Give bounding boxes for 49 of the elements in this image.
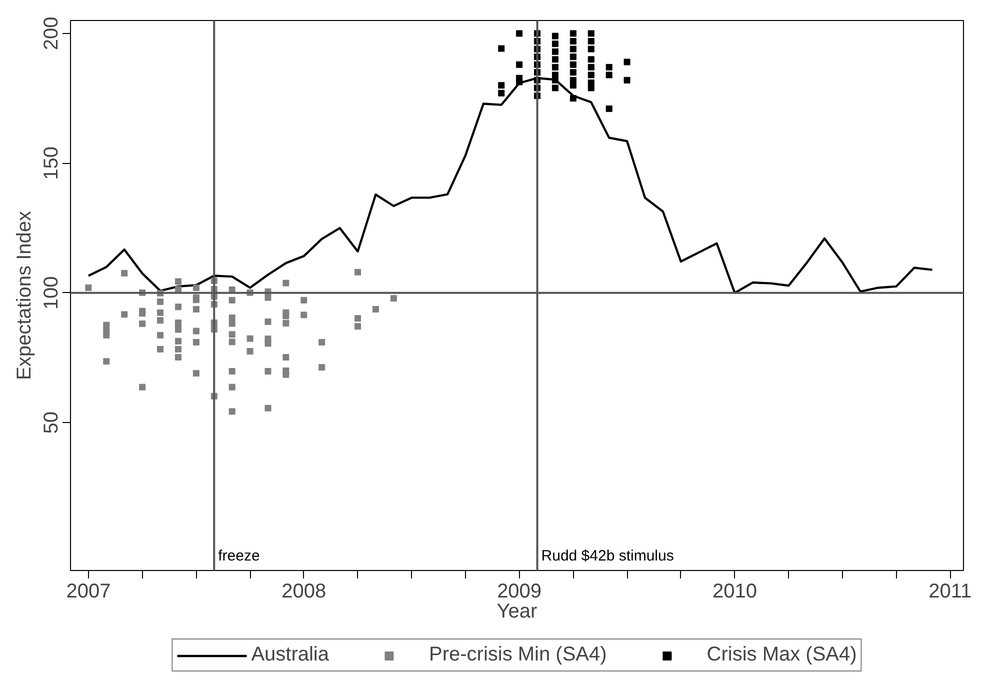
point xyxy=(552,84,558,92)
point xyxy=(624,76,630,84)
point xyxy=(552,48,558,55)
point xyxy=(588,30,594,37)
point xyxy=(552,64,558,70)
y-tick-label: 200 xyxy=(40,16,62,50)
point xyxy=(498,90,505,96)
point xyxy=(570,69,576,76)
point xyxy=(498,82,505,89)
x-axis-title: Year xyxy=(496,600,538,622)
x-tick-label: 2007 xyxy=(66,580,111,602)
point xyxy=(588,72,594,78)
point xyxy=(552,32,558,40)
point xyxy=(516,61,523,68)
point xyxy=(570,46,576,52)
x-tick-label: 2011 xyxy=(928,580,972,602)
point xyxy=(570,30,576,37)
point xyxy=(588,84,594,92)
point xyxy=(588,56,594,63)
point xyxy=(570,82,576,89)
point xyxy=(516,30,523,37)
point xyxy=(588,46,594,52)
point xyxy=(606,72,612,78)
point xyxy=(552,40,558,48)
ref-line-label: freeze xyxy=(218,548,260,564)
point xyxy=(552,56,558,63)
y-tick-label: 100 xyxy=(40,276,62,310)
point xyxy=(498,45,505,52)
point xyxy=(606,64,612,70)
point xyxy=(570,95,576,102)
point xyxy=(588,64,594,70)
point xyxy=(570,38,576,45)
point xyxy=(624,58,630,66)
legend-label: Australia xyxy=(251,644,329,666)
x-tick-label: 2008 xyxy=(282,580,326,602)
legend-label: Pre-crisis Min (SA4) xyxy=(429,644,607,666)
y-tick-label: 150 xyxy=(40,146,62,180)
x-tick-label: 2009 xyxy=(497,580,542,602)
legend-label: Crisis Max (SA4) xyxy=(706,644,857,666)
point xyxy=(606,105,612,112)
x-tick-label: 2010 xyxy=(712,580,757,602)
point xyxy=(570,54,576,60)
y-axis-title: Expectations Index xyxy=(14,210,36,380)
point xyxy=(516,78,523,86)
point xyxy=(588,38,594,45)
y-tick-label: 50 xyxy=(40,411,62,434)
point xyxy=(570,61,576,68)
point xyxy=(552,76,558,84)
ref-line-label: Rudd $42b stimulus xyxy=(541,548,674,564)
